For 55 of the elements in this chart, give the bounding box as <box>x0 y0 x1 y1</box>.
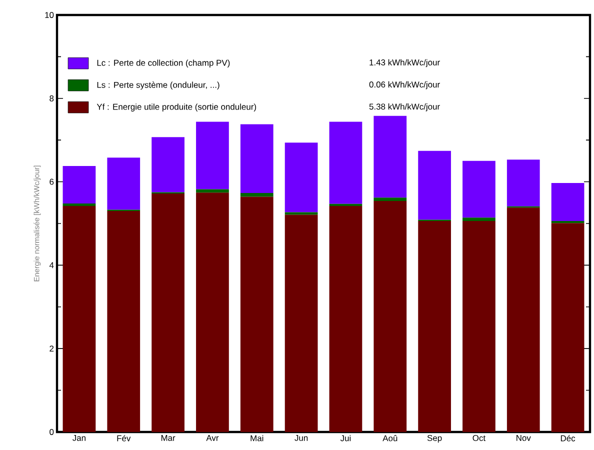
bar <box>506 208 540 432</box>
bar <box>62 166 96 204</box>
bar <box>196 192 229 432</box>
bar <box>107 210 140 432</box>
bar <box>152 137 184 192</box>
bar <box>462 218 496 221</box>
bar <box>284 142 318 212</box>
legend-label: Lc : Perte de collection (champ PV) <box>97 60 230 68</box>
annotation: 5.38 kWh/kWc/jour <box>369 103 440 112</box>
y-tick-label: 0 <box>50 428 54 435</box>
bar <box>240 193 274 197</box>
bar <box>374 116 407 198</box>
y-tick-label: 2 <box>50 346 54 352</box>
y-tick-label: 4 <box>49 262 54 268</box>
bar <box>196 189 229 193</box>
bar <box>329 206 362 432</box>
x-tick-label: Fév <box>117 435 131 442</box>
bar <box>418 150 451 220</box>
bar <box>240 196 274 432</box>
x-tick-label: Jun <box>294 435 308 441</box>
bar <box>329 122 362 204</box>
x-tick-label: Avr <box>206 435 219 441</box>
y-tick-label: 6 <box>50 178 54 185</box>
bar <box>462 220 496 432</box>
x-tick-label: Nov <box>516 435 531 441</box>
bar <box>551 220 584 224</box>
legend-label: Yf : Energie utile produite (sortie onduleur) <box>96 104 256 112</box>
annotation: 0.06 kWh/kWc/jour <box>369 81 440 90</box>
x-tick-label: Mai <box>250 435 264 442</box>
x-tick-label: Sep <box>427 435 442 443</box>
bar <box>551 223 584 432</box>
bar <box>284 214 318 432</box>
bar <box>284 212 318 215</box>
bar <box>62 206 96 432</box>
annotation: 1.43 kWh/kWc/jour <box>370 59 440 68</box>
bar <box>418 220 451 432</box>
bar <box>152 193 184 432</box>
y-tick-label: 10 <box>45 12 54 18</box>
x-tick-label: Oct <box>472 435 486 441</box>
bar <box>374 200 407 432</box>
bar <box>62 203 96 206</box>
x-tick-label: Aoû <box>382 435 398 442</box>
bar <box>240 124 274 194</box>
bar <box>374 198 407 201</box>
y-tick-label: 8 <box>50 95 54 102</box>
bar <box>462 160 496 218</box>
bar <box>196 122 229 190</box>
x-tick-label: Mar <box>161 435 176 441</box>
bar <box>107 158 140 210</box>
x-tick-label: Jui <box>340 435 351 442</box>
x-tick-label: Déc <box>560 435 576 442</box>
x-tick-label: Jan <box>72 435 86 441</box>
bar <box>506 160 540 206</box>
legend-label: Ls : Perte système (onduleur, ...) <box>97 82 220 90</box>
bar <box>551 183 584 221</box>
